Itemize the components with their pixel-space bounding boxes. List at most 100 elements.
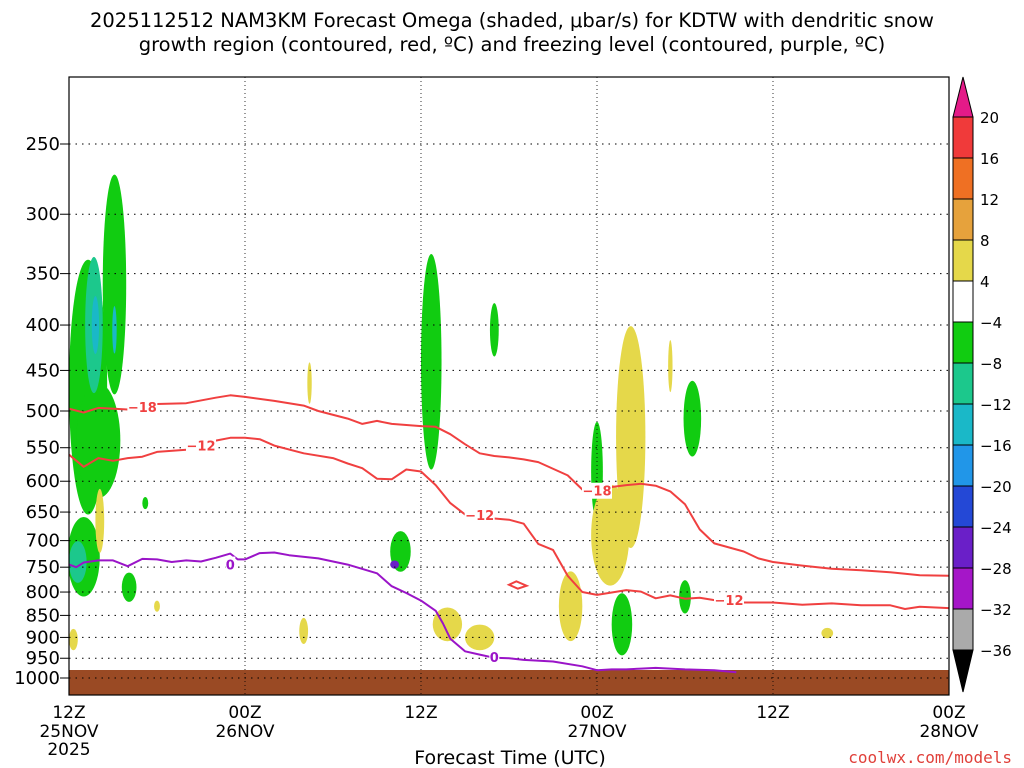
colorbar-band-4 (952, 280, 974, 323)
contour-label-bg-3 (582, 482, 612, 499)
colorbar-label-1: 16 (980, 150, 999, 168)
y-tick-950: 950 (26, 648, 60, 669)
colorbar-band-0 (952, 116, 974, 159)
y-tick-450: 450 (26, 360, 60, 381)
colorbar-label-12: −32 (980, 601, 1012, 619)
x-tick-1-line-2: 26NOV (215, 722, 274, 742)
pressure-gridlines (68, 77, 950, 695)
y-tick-800: 800 (26, 582, 60, 603)
contour-label-bg-2 (464, 507, 495, 524)
omega-cell-17 (390, 560, 399, 569)
omega-cell-18 (95, 488, 105, 553)
colorbar-band-5 (952, 321, 974, 364)
colorbar-label-11: −28 (980, 560, 1012, 578)
omega-cell-23 (432, 607, 463, 642)
colorbar-band-6 (952, 362, 974, 405)
colorbar-top-arrow (952, 76, 974, 118)
contour--18-0 (69, 394, 949, 577)
contour--12-1 (69, 436, 949, 610)
contour-label-bg-1 (186, 437, 216, 454)
contour-label-bg-0 (127, 399, 158, 416)
omega-cell-7 (489, 303, 499, 357)
colorbar-label-9: −20 (980, 478, 1012, 496)
contour-label-0: −18 (128, 401, 157, 416)
omega-cell-28 (558, 571, 583, 642)
omega-cell-6 (421, 253, 442, 470)
colorbar-band-1 (952, 157, 974, 200)
chart-title: 2025112512 NAM3KM Forecast Omega (shaded… (90, 9, 934, 56)
y-tick-550: 550 (26, 438, 60, 459)
contour-label-2: −12 (465, 509, 494, 524)
y-tick-600: 600 (26, 471, 60, 492)
contour-label-bg-5 (225, 556, 236, 573)
x-tick-3-line-2: 27NOV (567, 722, 626, 742)
omega-cell-14 (69, 541, 87, 583)
colorbar-label-10: −24 (980, 519, 1012, 537)
x-tick-2-line-1: 12Z (404, 703, 437, 723)
contours: −18 −12 −12 −18 −12 0 0 (69, 394, 949, 674)
omega-cell-11 (683, 380, 702, 457)
omega-cell-21 (307, 362, 312, 404)
x-axis-title: Forecast Time (UTC) (414, 747, 605, 768)
colorbar-bottom-arrow (952, 649, 974, 693)
x-tick-4-line-1: 12Z (756, 703, 789, 723)
y-tick-650: 650 (26, 502, 60, 523)
omega-cell-27 (668, 340, 673, 393)
colorbar-label-5: −4 (980, 314, 1002, 332)
colorbar-label-6: −8 (980, 355, 1002, 373)
omega-cell-29 (821, 627, 834, 639)
colorbar-label-3: 8 (980, 232, 990, 250)
plot-frame (68, 76, 950, 696)
x-tick-1-line-1: 00Z (228, 703, 261, 723)
y-tick-900: 900 (26, 627, 60, 648)
colorbar-band-12 (952, 608, 974, 651)
title-line-2: growth region (contoured, red, ºC) and f… (139, 33, 886, 56)
omega-cell-20 (154, 600, 160, 612)
colorbar-label-2: 12 (980, 191, 999, 209)
contour-label-bg-4 (714, 592, 744, 609)
credit-link[interactable]: coolwx.com/models (848, 748, 1012, 767)
y-tick-250: 250 (26, 134, 60, 155)
colorbar-label-0: 20 (980, 109, 999, 127)
colorbar-label-8: −16 (980, 437, 1012, 455)
terrain-fill (69, 670, 949, 695)
omega-cell-12 (679, 580, 691, 614)
omega-cell-22 (299, 617, 309, 645)
x-tick-3-line-1: 00Z (580, 703, 613, 723)
y-tick-700: 700 (26, 531, 60, 552)
contour-label-bg-6 (489, 649, 500, 666)
x-tick-0-line-1: 12Z (52, 703, 85, 723)
colorbar-label-4: 4 (980, 273, 990, 291)
omega-cell-16 (112, 306, 117, 354)
colorbar-band-9 (952, 485, 974, 528)
title-line-1: 2025112512 NAM3KM Forecast Omega (shaded… (90, 9, 934, 32)
y-tick-400: 400 (26, 315, 60, 336)
omega-cell-25 (616, 326, 646, 549)
colorbar-band-3 (952, 239, 974, 282)
y-tick-500: 500 (26, 401, 60, 422)
y-tick-350: 350 (26, 264, 60, 285)
x-tick-5-line-2: 28NOV (919, 722, 978, 742)
contour-label-3: −18 (583, 485, 612, 500)
y-tick-1000: 1000 (14, 668, 60, 689)
colorbar-band-11 (952, 567, 974, 610)
colorbar-label-7: −12 (980, 396, 1012, 414)
x-tick-5-line-1: 00Z (932, 703, 965, 723)
y-axis: 2503003504004505005506006507007508008509… (14, 134, 69, 689)
omega-shading (69, 174, 834, 656)
colorbar-band-10 (952, 526, 974, 569)
contour-label-5: 0 (226, 559, 235, 574)
y-tick-300: 300 (26, 204, 60, 225)
contour-label-4: −12 (715, 594, 744, 609)
colorbar-band-7 (952, 403, 974, 446)
contour-label-1: −12 (187, 440, 216, 455)
y-tick-850: 850 (26, 605, 60, 626)
colorbar-band-8 (952, 444, 974, 487)
colorbar-band-2 (952, 198, 974, 241)
y-tick-750: 750 (26, 557, 60, 578)
omega-cell-5 (142, 497, 149, 510)
colorbar-label-13: −36 (980, 642, 1012, 660)
colorbar: 20 16 12 8 4 −4 −8 −12 −16 −20 −24 −28 −32 −36 (952, 76, 1012, 693)
omega-cell-2 (102, 174, 127, 395)
